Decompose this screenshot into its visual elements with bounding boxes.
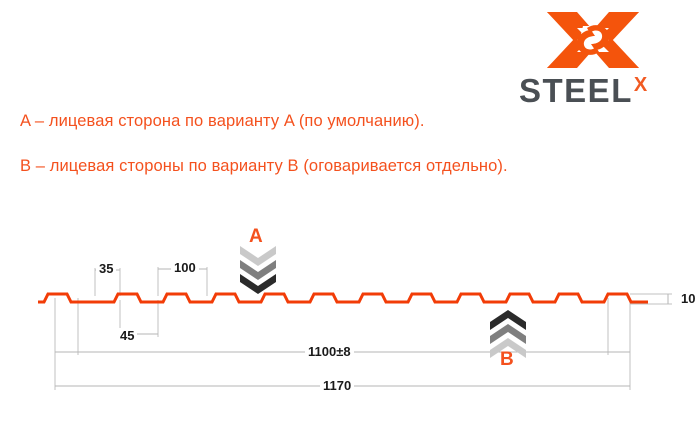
brand-wordmark: STEEL X bbox=[519, 72, 695, 109]
marker-b-arrows-icon bbox=[490, 310, 526, 358]
dimension-lines bbox=[55, 268, 669, 387]
marker-label-a: A bbox=[249, 226, 263, 247]
dimension-label-pitch: 100 bbox=[171, 260, 199, 275]
dimension-label-working-width: 1100±8 bbox=[305, 344, 354, 359]
dimension-label-height: 10 bbox=[678, 291, 699, 306]
dimension-label-total-width: 1170 bbox=[320, 378, 355, 393]
caption-variant-a: A – лицевая сторона по варианту A (по ум… bbox=[20, 112, 425, 130]
dimension-label-valley-width: 45 bbox=[117, 328, 138, 343]
brand-logo: STEEL X bbox=[519, 8, 695, 109]
steelx-x-logo-mark-icon bbox=[547, 8, 639, 72]
corrugated-profile-section bbox=[38, 292, 648, 304]
dimension-label-crest-width: 35 bbox=[96, 261, 117, 276]
dimension-witness-lines bbox=[54, 267, 672, 390]
marker-label-b: B bbox=[500, 349, 514, 370]
caption-variant-b: B – лицевая стороны по варианту B (огова… bbox=[20, 157, 508, 175]
brand-wordmark-text: STEEL bbox=[519, 72, 633, 109]
marker-a-arrows-icon bbox=[240, 246, 276, 294]
brand-wordmark-superscript: X bbox=[633, 74, 648, 96]
